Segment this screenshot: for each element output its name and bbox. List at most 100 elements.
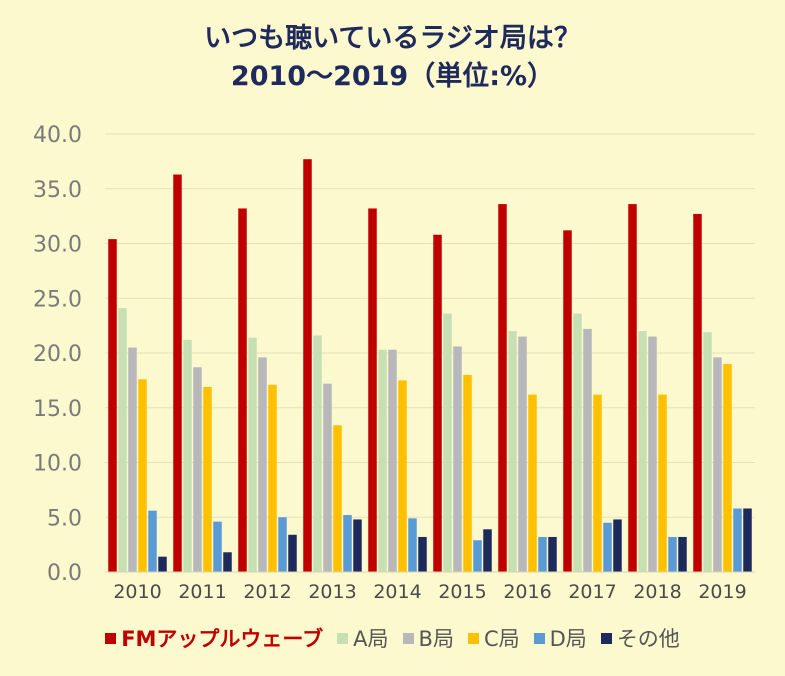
legend-swatch xyxy=(105,632,117,644)
legend-item: その他 xyxy=(600,623,680,653)
bar-2018-series-5 xyxy=(678,536,687,572)
legend-label: その他 xyxy=(616,627,680,651)
y-tick-label: 10.0 xyxy=(33,452,82,477)
bar-2015-series-4 xyxy=(473,540,482,572)
y-tick-label: 35.0 xyxy=(33,178,82,203)
legend-item: A局 xyxy=(337,623,389,653)
bar-2013-series-1 xyxy=(313,335,322,572)
bar-2011-series-2 xyxy=(193,367,202,572)
bar-2017-series-4 xyxy=(603,522,612,572)
bar-2013-series-5 xyxy=(353,519,362,572)
x-tick-label: 2014 xyxy=(373,581,421,603)
gridlines xyxy=(105,133,755,573)
bar-2018-series-0 xyxy=(628,204,637,572)
bar-2019-series-5 xyxy=(743,508,752,572)
x-tick-label: 2010 xyxy=(113,581,161,603)
bar-2012-series-1 xyxy=(248,337,257,572)
bar-2015-series-0 xyxy=(433,234,442,573)
bar-2011-series-5 xyxy=(223,552,232,572)
legend-item: C局 xyxy=(467,623,520,653)
chart-title: いつも聴いているラジオ局は？ 2010～2019（単位:%） xyxy=(0,20,785,96)
bars xyxy=(108,159,752,573)
bar-2013-series-3 xyxy=(333,425,342,572)
bar-2018-series-4 xyxy=(668,536,677,572)
x-tick-label: 2017 xyxy=(568,581,616,603)
bar-2019-series-1 xyxy=(703,332,712,572)
bar-2010-series-4 xyxy=(148,510,157,572)
legend-label: FMアップルウェーブ xyxy=(121,627,324,651)
legend-item: FMアップルウェーブ xyxy=(105,623,323,653)
bar-2018-series-2 xyxy=(648,336,657,572)
bar-2012-series-5 xyxy=(288,534,297,572)
bar-2012-series-0 xyxy=(238,208,247,572)
legend-item: D局 xyxy=(533,623,587,653)
bar-2013-series-2 xyxy=(323,383,332,572)
x-tick-label: 2018 xyxy=(633,581,681,603)
x-tick-label: 2013 xyxy=(308,581,356,603)
bar-2018-series-3 xyxy=(658,394,667,572)
bar-2012-series-4 xyxy=(278,517,287,572)
y-tick-label: 40.0 xyxy=(33,123,82,148)
bar-2016-series-4 xyxy=(538,536,547,572)
y-tick-label: 0.0 xyxy=(47,561,82,586)
bar-2015-series-1 xyxy=(443,313,452,572)
bar-2012-series-3 xyxy=(268,384,277,572)
bar-2019-series-0 xyxy=(693,213,702,572)
bar-2017-series-3 xyxy=(593,394,602,572)
y-tick-label: 20.0 xyxy=(33,342,82,367)
y-tick-label: 30.0 xyxy=(33,233,82,258)
bar-2014-series-2 xyxy=(388,349,397,572)
bar-2017-series-1 xyxy=(573,313,582,572)
legend-swatch xyxy=(600,632,612,644)
bar-2011-series-4 xyxy=(213,521,222,572)
x-tick-label: 2016 xyxy=(503,581,551,603)
bar-2017-series-5 xyxy=(613,519,622,572)
bar-2011-series-3 xyxy=(203,386,212,572)
bar-2015-series-5 xyxy=(483,529,492,572)
x-tick-label: 2011 xyxy=(178,581,226,603)
y-tick-label: 25.0 xyxy=(33,287,82,312)
bar-2017-series-2 xyxy=(583,328,592,572)
bar-2010-series-0 xyxy=(108,239,117,572)
bar-2016-series-2 xyxy=(518,336,527,572)
bar-2014-series-3 xyxy=(398,380,407,572)
bar-2010-series-1 xyxy=(118,308,127,572)
bar-2019-series-4 xyxy=(733,508,742,572)
x-tick-label: 2019 xyxy=(698,581,746,603)
bar-2013-series-4 xyxy=(343,515,352,572)
chart-title-line-2: 2010～2019（単位:%） xyxy=(230,61,555,92)
legend-label: C局 xyxy=(483,627,520,651)
y-tick-label: 15.0 xyxy=(33,397,82,422)
legend-label: A局 xyxy=(353,627,389,651)
legend-item: B局 xyxy=(402,623,454,653)
y-axis-ticks: 0.0 5.0 10.0 15.0 20.0 25.0 30.0 35.0 40.0 xyxy=(33,123,82,586)
bar-2016-series-3 xyxy=(528,394,537,572)
bar-2019-series-2 xyxy=(713,357,722,572)
bar-2016-series-1 xyxy=(508,331,517,572)
legend-swatch xyxy=(467,632,479,644)
bar-2012-series-2 xyxy=(258,357,267,572)
x-axis-ticks: 2010 2011 2012 2013 2014 2015 2016 2017 2018 2019 xyxy=(113,581,746,603)
x-tick-label: 2015 xyxy=(438,581,486,603)
bar-2014-series-5 xyxy=(418,536,427,572)
bar-2011-series-0 xyxy=(173,174,182,572)
bar-2014-series-0 xyxy=(368,208,377,572)
bar-2019-series-3 xyxy=(723,363,732,572)
legend-swatch xyxy=(533,632,545,644)
chart-title-line-1: いつも聴いているラジオ局は？ xyxy=(204,23,581,54)
bar-2011-series-1 xyxy=(183,339,192,572)
bar-2010-series-5 xyxy=(158,556,167,572)
bar-2016-series-5 xyxy=(548,536,557,572)
bar-2010-series-3 xyxy=(138,379,147,572)
bar-2014-series-1 xyxy=(378,349,387,572)
bar-2017-series-0 xyxy=(563,230,572,573)
bar-2010-series-2 xyxy=(128,347,137,572)
legend-label: B局 xyxy=(418,627,454,651)
legend-swatch xyxy=(337,632,349,644)
bar-2013-series-0 xyxy=(303,159,312,572)
bar-2014-series-4 xyxy=(408,518,417,572)
y-tick-label: 5.0 xyxy=(47,506,82,531)
bar-2016-series-0 xyxy=(498,204,507,572)
